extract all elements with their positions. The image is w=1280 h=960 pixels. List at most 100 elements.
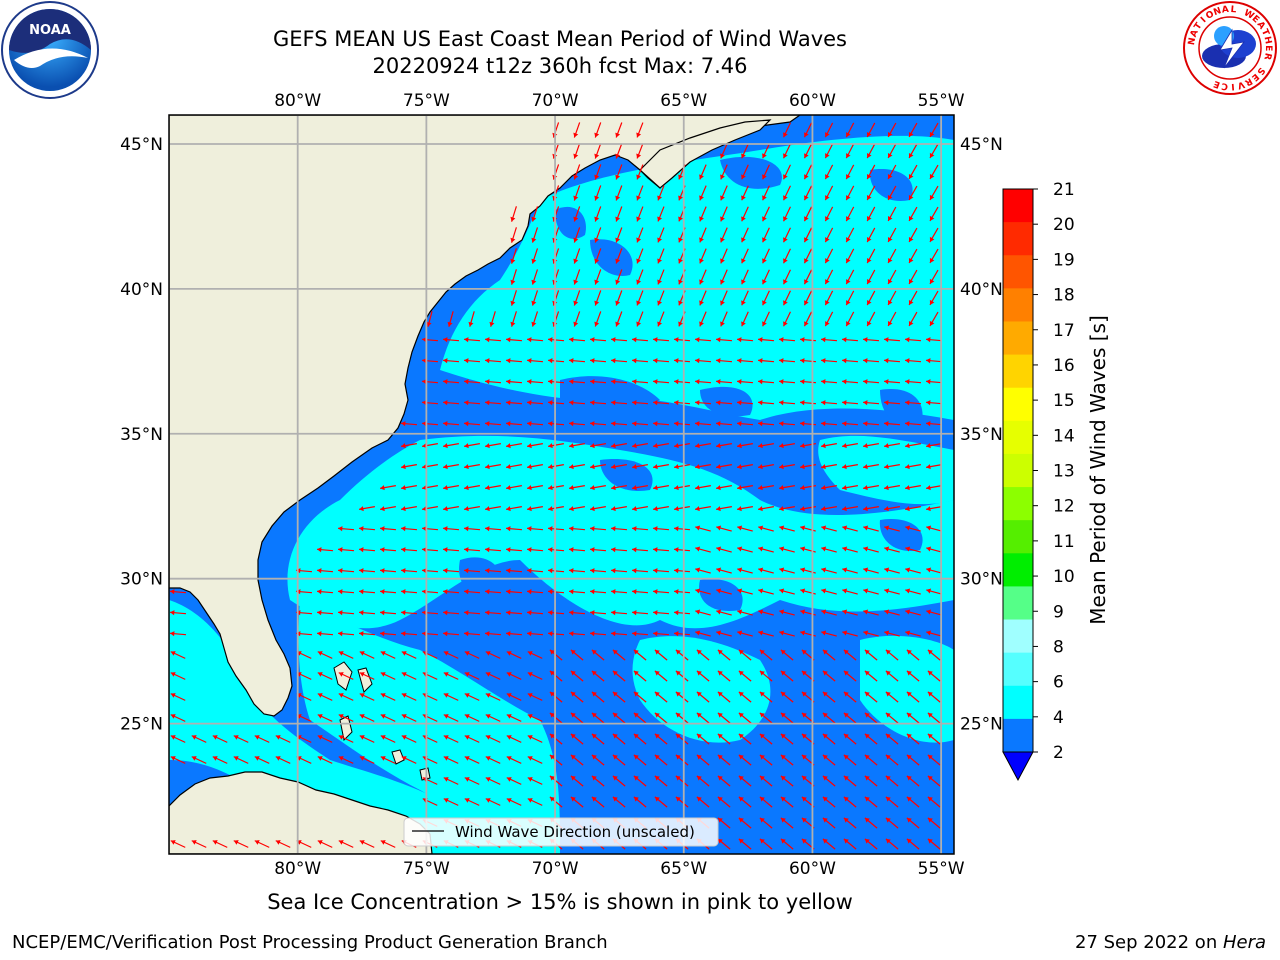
wind-arrow-377 [443, 485, 459, 491]
wind-arrow-97 [720, 227, 728, 243]
map-area [169, 115, 954, 854]
wind-arrow-324 [443, 443, 459, 449]
wind-arrow-446 [695, 525, 711, 532]
wind-arrow-174 [489, 311, 496, 327]
wind-arrow-154 [594, 290, 602, 306]
wind-arrow-866 [927, 796, 941, 808]
wind-arrow-368 [821, 464, 837, 470]
wind-arrow-644 [885, 649, 899, 661]
wind-arrow-499 [526, 568, 544, 574]
wind-arrow-693 [570, 691, 584, 703]
graticule [169, 115, 954, 854]
wind-arrow-707 [864, 691, 878, 703]
wind-arrow-356 [569, 464, 585, 470]
wind-arrow-414 [632, 506, 648, 512]
colorbar-tick-label-4: 17 [1053, 321, 1075, 341]
wind-arrow-86 [929, 206, 939, 222]
wind-arrow-444 [652, 526, 670, 532]
wind-arrow-149 [929, 269, 939, 285]
wind-arrow-534 [589, 589, 607, 595]
wind-arrow-511 [779, 567, 795, 574]
wind-arrow-26 [887, 143, 897, 159]
wind-arrow-858 [759, 796, 773, 808]
wind-arrow-218 [883, 337, 901, 343]
wind-arrow-65 [929, 185, 939, 201]
wind-arrow-605 [737, 630, 753, 637]
wind-arrow-346 [905, 443, 921, 449]
wind-arrow-775 [843, 733, 857, 745]
wind-arrow-54 [699, 185, 707, 201]
nws-ring-char-10: E [1250, 14, 1261, 26]
wind-arrow-217 [862, 337, 880, 343]
wind-arrow-425 [863, 506, 879, 512]
wind-arrow-246 [421, 379, 439, 385]
wind-arrow-491 [358, 568, 376, 574]
wind-arrow-675 [864, 670, 878, 682]
wind-arrow-530 [505, 589, 523, 595]
wind-arrow-322 [401, 443, 417, 449]
wind-arrow-754 [401, 735, 417, 743]
wind-arrow-819 [464, 777, 480, 785]
wind-arrow-902 [380, 840, 396, 848]
wind-arrow-765 [633, 733, 647, 745]
wind-arrow-332 [611, 443, 627, 449]
wind-arrow-124 [845, 248, 855, 264]
noaa-logo: NOAA [1, 1, 99, 99]
wind-arrow-42 [845, 164, 855, 180]
wind-arrow-271 [421, 400, 439, 406]
wind-arrow-49 [594, 185, 602, 201]
lat-label-right-2: 35°N [960, 425, 1003, 445]
wind-arrow-524 [379, 589, 397, 595]
colorbar-tick-label-1: 20 [1053, 215, 1075, 235]
wind-arrow-746 [233, 735, 249, 743]
wind-arrow-134 [615, 269, 623, 285]
wind-arrow-457 [926, 525, 942, 532]
wind-arrow-70 [594, 206, 602, 222]
lat-label-left-4: 25°N [120, 715, 163, 735]
wind-arrow-386 [632, 485, 648, 491]
wind-arrow-804 [675, 754, 689, 766]
wind-arrow-1 [573, 122, 581, 138]
wind-arrow-710 [927, 691, 941, 703]
wind-arrow-127 [908, 248, 918, 264]
wind-arrow-815 [906, 754, 920, 766]
wind-arrow-159 [699, 290, 707, 306]
wind-arrow-180 [615, 311, 623, 327]
wind-arrow-631 [612, 649, 626, 661]
wind-arrow-113 [615, 248, 623, 264]
wind-arrow-702 [759, 691, 773, 703]
wind-arrow-274 [484, 400, 502, 406]
wind-arrow-493 [400, 568, 418, 574]
wind-arrow-380 [506, 485, 522, 491]
wind-arrow-263 [778, 379, 796, 385]
wind-arrow-778 [906, 733, 920, 745]
wind-arrow-148 [908, 269, 918, 285]
wind-arrow-194 [908, 311, 918, 327]
wind-arrow-91 [594, 227, 602, 243]
footer-date: 27 Sep 2022 on Hera [1075, 932, 1266, 953]
wind-arrow-33 [636, 164, 644, 180]
wind-arrow-31 [594, 164, 602, 180]
wind-arrow-661 [570, 670, 584, 682]
wind-arrow-166 [845, 290, 855, 306]
wind-arrow-290 [820, 400, 838, 406]
wind-arrow-542 [758, 588, 774, 595]
wind-arrow-402 [380, 506, 396, 512]
wind-arrow-696 [633, 691, 647, 703]
wind-arrow-359 [632, 464, 648, 470]
wind-arrow-142 [783, 269, 791, 285]
wind-arrow-122 [803, 248, 813, 264]
wind-arrow-21 [783, 143, 791, 159]
wind-arrow-231 [631, 358, 649, 364]
wind-arrow-80 [803, 206, 813, 222]
wind-arrow-184 [699, 311, 707, 327]
wind-arrow-463 [421, 547, 439, 553]
wind-arrow-259 [694, 379, 712, 385]
wind-arrow-178 [573, 311, 581, 327]
wind-arrow-449 [758, 525, 774, 532]
wind-arrow-462 [400, 547, 418, 553]
wind-arrow-250 [505, 379, 523, 385]
wind-arrow-355 [548, 464, 564, 470]
wind-arrow-571 [695, 609, 711, 616]
wind-arrow-781 [191, 756, 207, 764]
